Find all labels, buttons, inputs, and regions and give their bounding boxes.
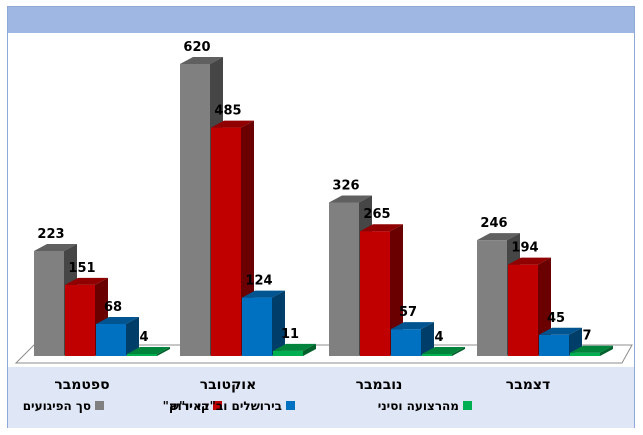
header-band	[8, 7, 634, 33]
data-label: 7	[582, 329, 591, 344]
bar-top	[570, 345, 613, 353]
category-label: נובמבר	[356, 377, 403, 393]
bar-top	[65, 277, 108, 285]
bar-2-2	[391, 322, 434, 356]
bar-front	[329, 202, 359, 356]
legend-entry: מהרצועה וסיני	[378, 399, 459, 413]
bar-3-3	[570, 345, 613, 356]
bar-side	[157, 347, 170, 356]
bar-1-3	[273, 343, 316, 356]
bar-front	[360, 231, 390, 356]
bar-top	[242, 290, 285, 298]
bar-front	[96, 323, 126, 356]
bar-top	[391, 322, 434, 330]
bar-side	[272, 290, 285, 356]
bar-front	[180, 64, 210, 356]
data-label: 265	[363, 207, 390, 222]
legend-marker	[286, 401, 295, 410]
bar-top	[539, 327, 582, 335]
data-label: 194	[511, 241, 538, 256]
bar-top	[180, 57, 223, 64]
bar-top	[422, 347, 465, 354]
bar-front	[539, 334, 569, 356]
legend-marker	[213, 401, 222, 410]
category-label: דצמבר	[506, 377, 550, 393]
data-label: 11	[281, 327, 299, 342]
data-label: 57	[399, 305, 417, 320]
category-label: ספטמבר	[54, 377, 109, 393]
bar-top	[329, 195, 372, 203]
data-labels-layer: 223 151 68 4 620 485 124 11 326 265 57 4 246 194 45 7	[37, 40, 591, 345]
bar-2-3	[422, 347, 465, 356]
legend-marker	[95, 401, 104, 410]
category-label: אוקטובר	[200, 377, 257, 393]
data-label: 45	[547, 311, 565, 326]
bar-front	[508, 264, 538, 356]
bar-0-3	[127, 347, 170, 356]
bar-front	[34, 250, 64, 356]
bar-side	[600, 345, 613, 356]
bars-layer	[34, 57, 613, 356]
bar-side	[390, 224, 403, 356]
bar-top	[96, 316, 139, 324]
data-label: 620	[183, 40, 210, 55]
bar-top	[34, 243, 77, 251]
bar-top	[273, 343, 316, 351]
bar-3-2	[539, 327, 582, 356]
bar-side	[126, 316, 139, 356]
bar-0-2	[96, 316, 139, 356]
bar-1-2	[242, 290, 285, 356]
bar-side	[303, 343, 316, 356]
bar-top	[127, 347, 170, 354]
bar-side	[452, 347, 465, 356]
bar-front	[391, 329, 421, 356]
bar-front	[570, 352, 600, 356]
bar-3-1	[508, 257, 551, 356]
bar-front	[211, 127, 241, 356]
data-label: 124	[245, 274, 272, 289]
data-label: 485	[214, 104, 241, 119]
category-labels: ספטמבר אוקטובר נובמבר דצמבר	[54, 377, 550, 393]
bar-side	[421, 322, 434, 356]
data-label: 4	[139, 330, 148, 345]
legend-band	[8, 367, 634, 428]
bar-front	[65, 284, 95, 356]
bar-top	[508, 257, 551, 265]
bar-top	[360, 224, 403, 232]
data-label: 4	[434, 330, 443, 345]
data-label: 68	[104, 300, 122, 315]
legend-marker	[463, 401, 472, 410]
data-label: 151	[68, 261, 95, 276]
legend-entry: בירושלים וב"קו ירוק"	[163, 399, 282, 413]
bar-front	[422, 354, 452, 356]
bar-front	[127, 354, 157, 356]
bar-front	[273, 350, 303, 356]
data-label: 326	[332, 178, 359, 193]
bar-front	[477, 240, 507, 356]
bar-top	[211, 120, 254, 128]
bar-top	[477, 233, 520, 241]
legend-entry: סך הפיגועים	[23, 399, 91, 413]
bar-0-0	[34, 243, 77, 356]
data-label: 246	[480, 216, 507, 231]
data-label: 223	[37, 227, 64, 242]
legend-entry: באיו"ש	[170, 399, 209, 413]
bar-front	[242, 297, 272, 356]
bar-2-1	[360, 224, 403, 356]
